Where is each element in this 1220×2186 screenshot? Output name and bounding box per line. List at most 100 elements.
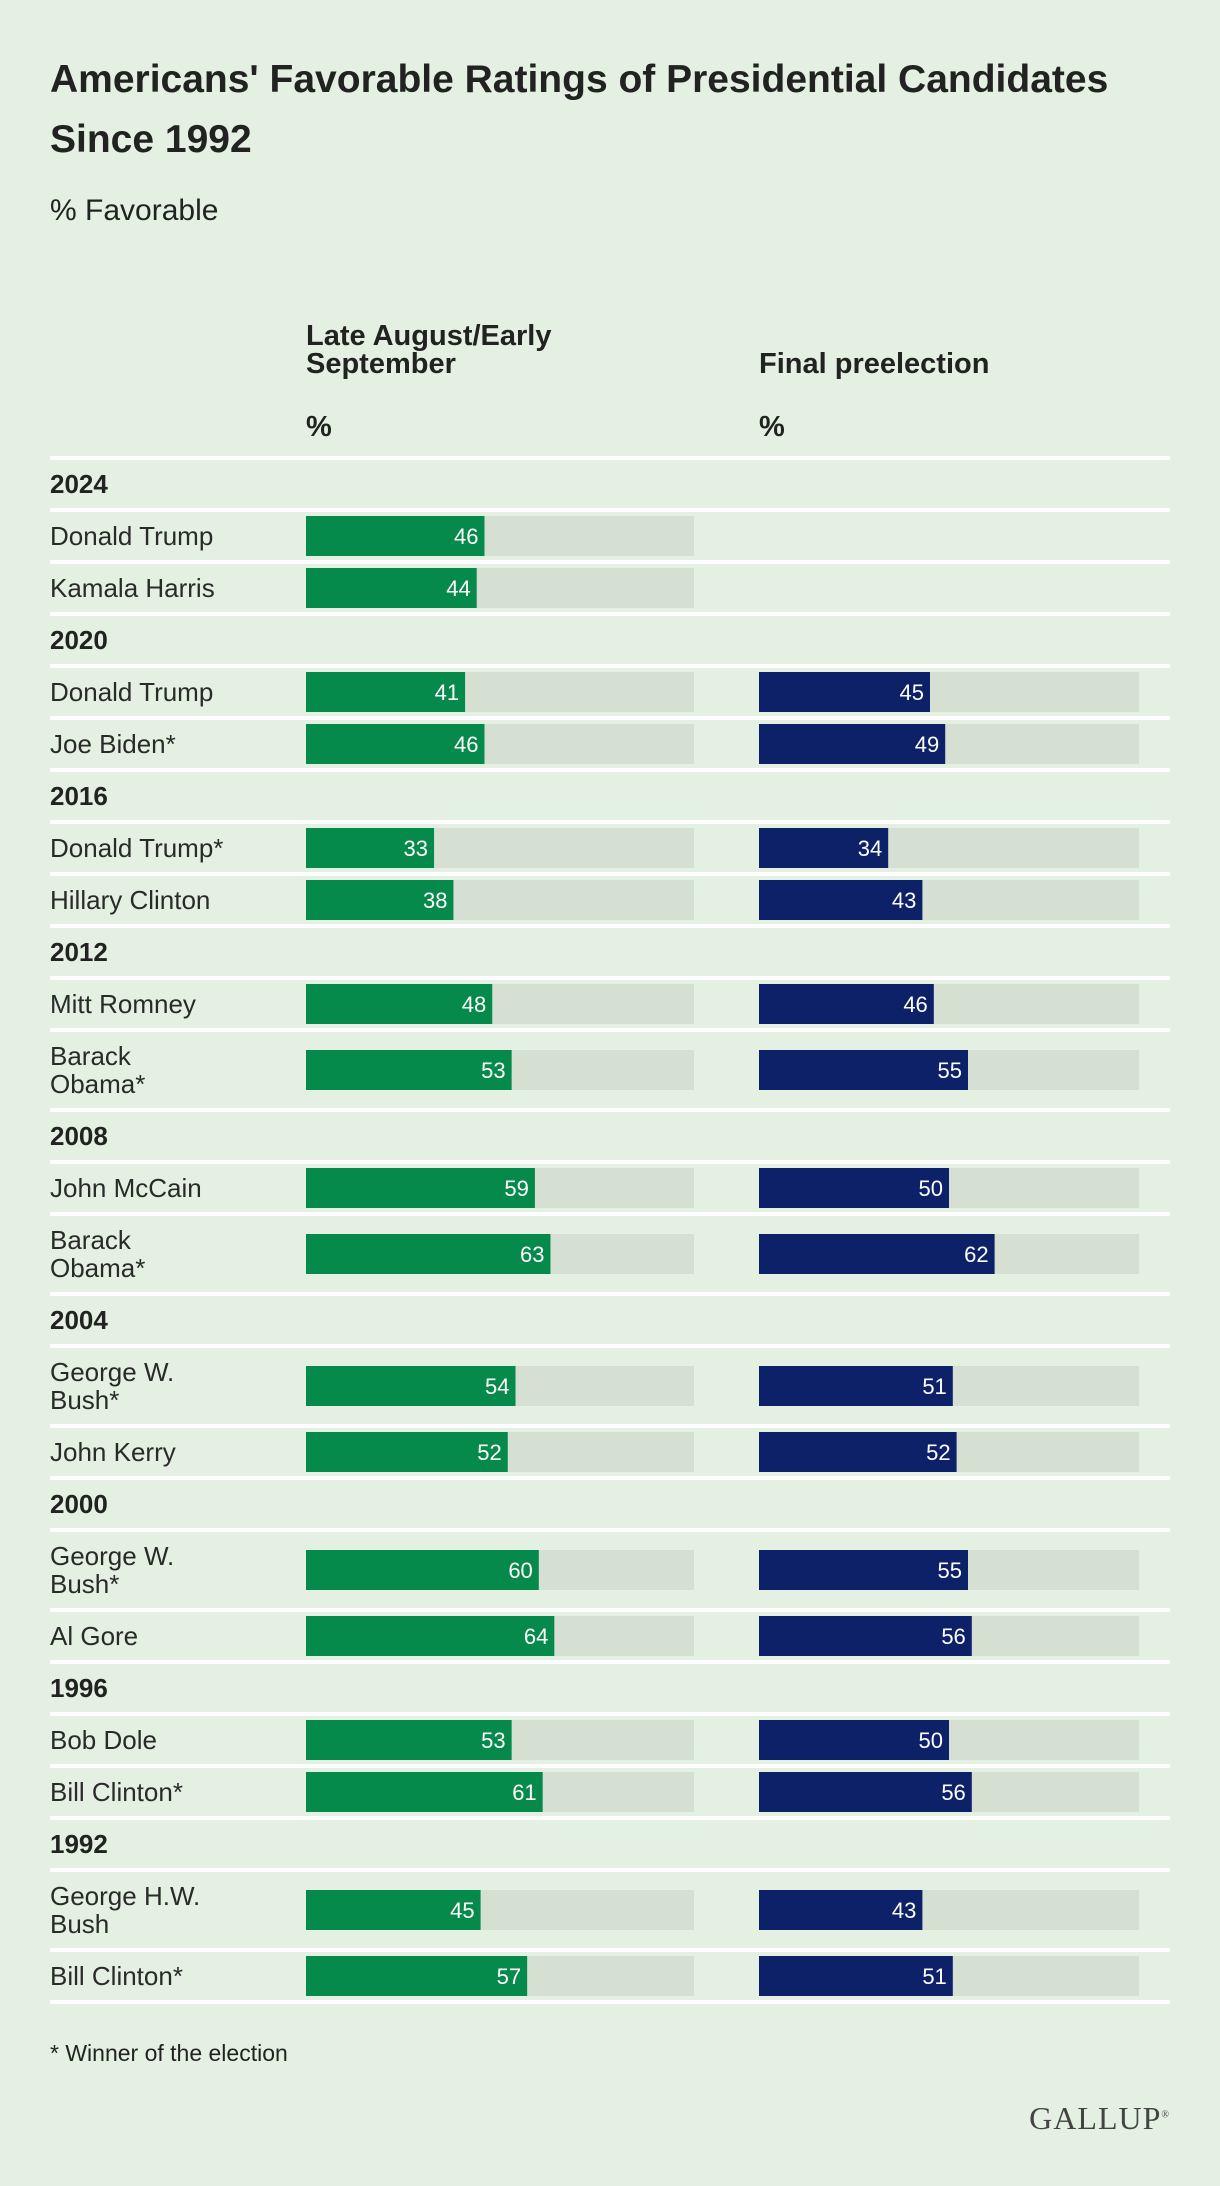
candidate-label: Joe Biden* — [50, 729, 176, 759]
bar-final-preelection — [759, 1050, 968, 1090]
data-label: 43 — [892, 1898, 916, 1923]
data-label: 53 — [481, 1728, 505, 1753]
candidate-label: Barack Obama* — [50, 1225, 145, 1283]
divider-line — [50, 1868, 1170, 1872]
data-label: 64 — [524, 1624, 548, 1649]
candidate-label: Barack Obama* — [50, 1041, 145, 1099]
data-label: 51 — [922, 1964, 946, 1989]
divider-line — [50, 924, 1170, 928]
data-label: 55 — [938, 1558, 962, 1583]
year-label: 2024 — [50, 469, 108, 499]
data-label: 53 — [481, 1058, 505, 1083]
divider-line — [50, 1764, 1170, 1768]
bar-late-august — [306, 984, 493, 1024]
data-label: 62 — [964, 1242, 988, 1267]
bar-late-august — [306, 672, 466, 712]
bar-final-preelection — [759, 1234, 995, 1274]
bar-late-august — [306, 516, 485, 556]
divider-line — [50, 820, 1170, 824]
bar-chart: 2024 Donald Trump 46 Kamala Harris 44 2020 Don… — [50, 456, 1170, 2004]
candidate-label: Bill Clinton* — [50, 1961, 183, 1991]
bar-late-august — [306, 880, 454, 920]
data-label: 34 — [858, 836, 882, 861]
data-label: 59 — [504, 1176, 528, 1201]
bar-late-august — [306, 1432, 508, 1472]
bar-late-august — [306, 724, 485, 764]
candidate-label: Hillary Clinton — [50, 885, 210, 915]
candidate-label: Bob Dole — [50, 1725, 157, 1755]
data-label: 52 — [477, 1440, 501, 1465]
divider-line — [50, 508, 1170, 512]
bar-late-august — [306, 1956, 528, 1996]
divider-line — [50, 1476, 1170, 1480]
divider-line — [50, 1608, 1170, 1612]
year-label: 2000 — [50, 1489, 108, 1519]
divider-line — [50, 716, 1170, 720]
data-label: 56 — [941, 1780, 965, 1805]
gallup-logo: GALLUP® — [1029, 2100, 1170, 2136]
divider-line — [50, 872, 1170, 876]
data-label: 46 — [454, 732, 478, 757]
year-label: 2004 — [50, 1305, 108, 1335]
series-header-late-august: Late August/Early September — [306, 320, 552, 380]
bar-final-preelection — [759, 1366, 953, 1406]
divider-line — [50, 1212, 1170, 1216]
bar-final-preelection — [759, 1956, 953, 1996]
bar-late-august — [306, 1050, 512, 1090]
candidate-label: George H.W. Bush — [50, 1881, 200, 1939]
divider-line — [50, 1028, 1170, 1032]
bar-final-preelection — [759, 724, 946, 764]
year-label: 1996 — [50, 1673, 108, 1703]
bar-final-preelection — [759, 984, 934, 1024]
data-label: 57 — [497, 1964, 521, 1989]
divider-line — [50, 768, 1170, 772]
divider-line — [50, 976, 1170, 980]
divider-line — [50, 1660, 1170, 1664]
data-label: 50 — [919, 1728, 943, 1753]
footnote: * Winner of the election — [50, 2040, 288, 2066]
data-label: 45 — [450, 1898, 474, 1923]
bar-final-preelection — [759, 1616, 972, 1656]
divider-line — [50, 1108, 1170, 1112]
data-label: 43 — [892, 888, 916, 913]
candidate-label: Bill Clinton* — [50, 1777, 183, 1807]
candidate-label: George W. Bush* — [50, 1541, 174, 1599]
series-unit-final-preelection: % — [759, 411, 785, 443]
data-label: 45 — [900, 680, 924, 705]
data-label: 50 — [919, 1176, 943, 1201]
data-label: 38 — [423, 888, 447, 913]
data-label: 44 — [446, 576, 470, 601]
data-label: 54 — [485, 1374, 509, 1399]
bar-late-august — [306, 1366, 516, 1406]
data-label: 61 — [512, 1780, 536, 1805]
data-label: 48 — [462, 992, 486, 1017]
divider-line — [50, 1816, 1170, 1820]
candidate-label: John Kerry — [50, 1437, 176, 1467]
year-label: 2008 — [50, 1121, 108, 1151]
bar-late-august — [306, 1234, 551, 1274]
series-header-final-preelection: Final preelection — [759, 348, 990, 380]
year-label: 2020 — [50, 625, 108, 655]
data-label: 46 — [454, 524, 478, 549]
bar-late-august — [306, 828, 435, 868]
candidate-label: George W. Bush* — [50, 1357, 174, 1415]
candidate-label: Mitt Romney — [50, 989, 196, 1019]
candidate-label: Donald Trump — [50, 677, 213, 707]
candidate-label: Kamala Harris — [50, 573, 215, 603]
bar-final-preelection — [759, 1772, 972, 1812]
divider-line — [50, 2000, 1170, 2004]
chart-subtitle: % Favorable — [50, 194, 219, 227]
bar-late-august — [306, 1616, 555, 1656]
divider-line — [50, 612, 1170, 616]
bar-late-august — [306, 568, 477, 608]
bar-final-preelection — [759, 1890, 923, 1930]
data-label: 49 — [915, 732, 939, 757]
divider-line — [50, 1528, 1170, 1532]
bar-final-preelection — [759, 880, 923, 920]
candidate-label: Donald Trump — [50, 521, 213, 551]
bar-final-preelection — [759, 1432, 957, 1472]
bar-late-august — [306, 1772, 543, 1812]
divider-line — [50, 1712, 1170, 1716]
chart-title: Americans' Favorable Ratings of Presiden… — [50, 58, 1109, 161]
candidate-label: Donald Trump* — [50, 833, 223, 863]
